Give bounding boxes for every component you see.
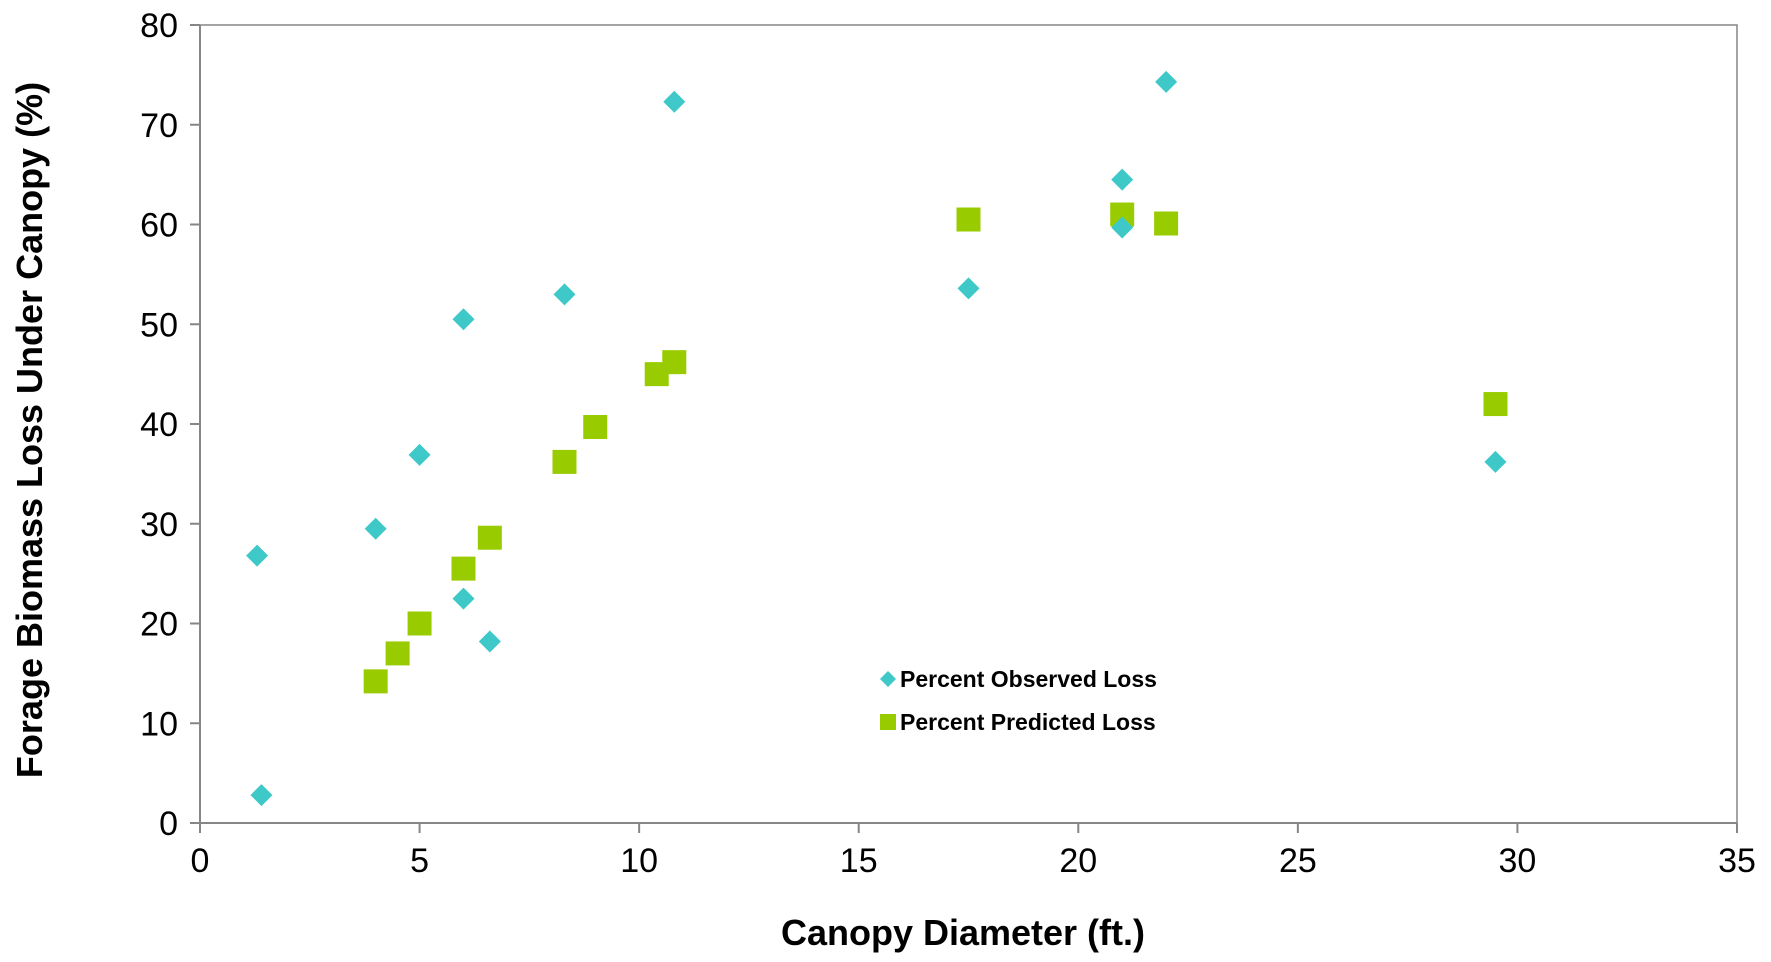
observed-loss-point: [1155, 70, 1178, 93]
observed-loss-point: [1111, 168, 1134, 191]
y-tick-label: 20: [140, 606, 178, 644]
y-tick-label: 10: [140, 705, 178, 743]
predicted-loss-point: [552, 449, 577, 474]
predicted-loss-point: [583, 414, 608, 439]
x-tick-label: 25: [1279, 842, 1317, 880]
x-tick-label: 35: [1718, 842, 1756, 880]
predicted-loss-point: [385, 641, 410, 666]
observed-loss-point: [1484, 450, 1507, 473]
y-tick-label: 40: [140, 406, 178, 444]
predicted-loss-point: [956, 207, 981, 232]
y-tick-label: 80: [140, 7, 178, 45]
x-tick-label: 0: [191, 842, 210, 880]
observed-loss-point: [246, 544, 269, 567]
legend-predicted-label: Percent Predicted Loss: [900, 709, 1156, 735]
predicted-loss-point: [407, 611, 432, 636]
observed-loss-point: [478, 630, 501, 653]
x-tick-label: 5: [410, 842, 429, 880]
observed-loss-point: [452, 308, 475, 331]
legend-observed-label: Percent Observed Loss: [900, 666, 1157, 692]
legend-predicted-marker: [880, 714, 896, 730]
y-tick-label: 0: [159, 805, 178, 843]
y-tick-label: 50: [140, 306, 178, 344]
observed-loss-point: [408, 443, 431, 466]
observed-loss-point: [957, 277, 980, 300]
observed-loss-point: [250, 784, 273, 807]
y-tick-label: 70: [140, 107, 178, 145]
plot-area: 0 10 20 30 40 50 60 70 80 0 5 10 15 20 25 30 35: [140, 7, 1756, 880]
observed-loss-point: [1111, 216, 1134, 239]
x-tick-label: 10: [620, 842, 658, 880]
x-axis-title: Canopy Diameter (ft.): [781, 912, 1145, 953]
predicted-loss-point: [477, 525, 502, 550]
y-tick-label: 60: [140, 207, 178, 245]
legend: Percent Observed Loss Percent Predicted L…: [880, 666, 1157, 735]
observed-loss-point: [452, 587, 475, 610]
observed-loss-point: [663, 90, 686, 113]
observed-loss-point: [553, 283, 576, 306]
predicted-loss-point: [451, 556, 476, 581]
x-tick-label: 15: [840, 842, 878, 880]
legend-observed-marker: [880, 671, 896, 687]
y-axis-title: Forage Biomass Loss Under Canopy (%): [9, 82, 50, 778]
observed-loss-point: [364, 517, 387, 540]
x-tick-label: 30: [1499, 842, 1537, 880]
plot-border: [199, 24, 1738, 824]
y-tick-label: 30: [140, 506, 178, 544]
predicted-loss-point: [662, 350, 687, 375]
predicted-loss-point: [1483, 392, 1508, 417]
x-tick-label: 20: [1059, 842, 1097, 880]
predicted-loss-point: [363, 669, 388, 694]
predicted-loss-point: [1154, 211, 1179, 236]
